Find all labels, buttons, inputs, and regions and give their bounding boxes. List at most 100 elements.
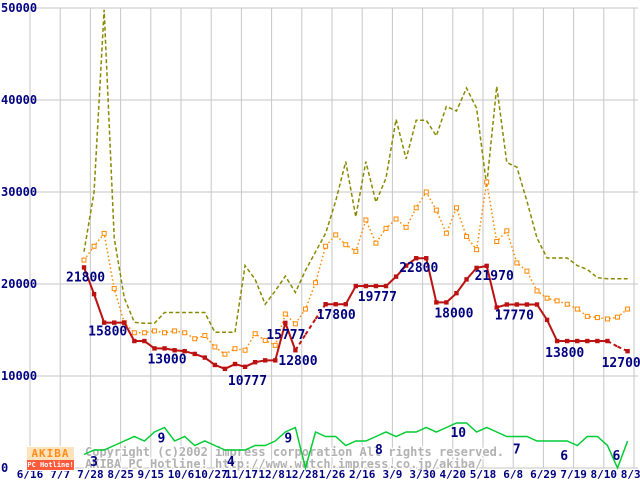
average-price-marker bbox=[393, 216, 399, 222]
lowest-price-segment bbox=[304, 318, 317, 336]
price-label: 19777 bbox=[358, 290, 397, 305]
lowest-price-segment bbox=[546, 319, 559, 342]
average-price-marker bbox=[141, 330, 147, 336]
lowest-price-marker bbox=[393, 274, 399, 279]
lowest-price-marker bbox=[293, 348, 298, 353]
y-tick-label: 40000 bbox=[1, 93, 37, 107]
average-price-marker bbox=[101, 230, 107, 236]
average-price-marker bbox=[252, 331, 258, 337]
average-price-marker bbox=[564, 301, 570, 307]
average-price-marker bbox=[282, 311, 288, 317]
lowest-price-marker bbox=[182, 348, 187, 354]
point-labels: 21800 15800 13000 10777 15777 12800 1780019777… bbox=[66, 261, 640, 470]
x-tick-label: 3/30 bbox=[409, 468, 436, 480]
lowest-price-marker bbox=[595, 338, 600, 344]
average-price-marker bbox=[403, 224, 409, 230]
shop-count-label: 9 bbox=[284, 432, 292, 447]
average-price-marker bbox=[91, 243, 97, 249]
average-price-marker bbox=[494, 238, 500, 244]
lowest-price-marker bbox=[101, 320, 107, 325]
shop-count-label: 8 bbox=[375, 443, 383, 458]
x-tick-label: 6/8 bbox=[503, 468, 523, 480]
price-label: 15800 bbox=[88, 325, 127, 340]
watermark-line-2: AKIBA PC Hotline! http://www.watch.impre… bbox=[85, 457, 482, 471]
lowest-price-marker bbox=[263, 358, 268, 363]
shop-count-label: 10 bbox=[450, 426, 466, 441]
average-price-marker bbox=[625, 306, 631, 312]
shop-count-label: 7 bbox=[513, 443, 521, 458]
lowest-price-marker bbox=[273, 358, 278, 363]
lowest-price-marker bbox=[544, 317, 550, 323]
lowest-price-marker bbox=[323, 302, 328, 307]
average-price-marker bbox=[373, 240, 379, 246]
akiba-pc-hotline-logo: AKIBA PC Hotline! bbox=[26, 446, 75, 471]
average-price-marker bbox=[353, 248, 359, 254]
lowest-price-marker bbox=[152, 346, 157, 351]
average-price-marker bbox=[474, 247, 480, 253]
lowest-price-segment bbox=[344, 285, 357, 305]
price-label: 17800 bbox=[317, 308, 356, 323]
y-tick-label: 0 bbox=[1, 461, 8, 475]
lowest-price-segment bbox=[455, 278, 468, 294]
x-tick-label: 8/25 bbox=[107, 468, 134, 480]
average-price-marker bbox=[464, 234, 470, 240]
lowest-price-marker bbox=[403, 263, 409, 268]
lowest-price-marker bbox=[424, 256, 429, 261]
lowest-price-marker bbox=[232, 361, 238, 367]
y-tick-label: 10000 bbox=[1, 369, 37, 383]
shop-count-line bbox=[83, 422, 629, 471]
average-price-marker bbox=[584, 313, 590, 319]
lowest-price-segment bbox=[536, 303, 548, 321]
average-price-marker bbox=[292, 321, 298, 327]
lowest-price-marker bbox=[474, 265, 479, 271]
price-label: 18000 bbox=[434, 306, 473, 321]
lowest-price-marker bbox=[414, 256, 419, 261]
lowest-price-marker bbox=[242, 364, 248, 369]
lowest-price-marker bbox=[484, 263, 489, 269]
average-price-marker bbox=[131, 330, 137, 336]
shop-count-label: 3 bbox=[90, 455, 98, 470]
x-tick-label: 9/15 bbox=[138, 468, 165, 480]
price-label: 12700 bbox=[602, 356, 640, 371]
lowest-price-marker bbox=[434, 300, 439, 305]
lowest-price-segment bbox=[83, 267, 96, 295]
lowest-price-marker bbox=[494, 305, 499, 310]
average-price-marker bbox=[534, 288, 540, 294]
lowest-price-marker bbox=[363, 283, 369, 289]
lowest-price-marker bbox=[202, 355, 208, 360]
watermark-line-1: Copyright (c)2002 impress corporation Al… bbox=[85, 445, 504, 459]
average-price-marker bbox=[212, 344, 218, 350]
price-label: 17770 bbox=[495, 309, 534, 324]
lowest-price-marker bbox=[162, 346, 167, 351]
average-price-marker bbox=[323, 243, 329, 249]
average-price-marker bbox=[615, 314, 621, 320]
price-label: 13800 bbox=[545, 346, 584, 361]
lowest-price-marker bbox=[575, 338, 580, 344]
average-price-marker bbox=[453, 205, 459, 211]
price-label: 21800 bbox=[66, 270, 105, 285]
average-price-marker bbox=[443, 230, 449, 236]
lowest-price-marker bbox=[504, 302, 510, 307]
average-price-marker bbox=[111, 286, 117, 292]
average-price-marker bbox=[151, 328, 157, 334]
lowest-price-marker bbox=[534, 302, 540, 307]
average-price-marker bbox=[383, 225, 389, 231]
x-tick-label: 6/29 bbox=[530, 468, 557, 480]
logo-subtitle: PC Hotline! bbox=[27, 460, 74, 470]
lowest-price-marker bbox=[343, 302, 348, 307]
average-price-marker bbox=[202, 333, 208, 339]
x-tick-label: 12/8 bbox=[258, 468, 285, 480]
y-tick-label: 20000 bbox=[1, 277, 37, 291]
lowest-price-marker bbox=[172, 348, 177, 353]
price-label: 22800 bbox=[399, 261, 438, 276]
x-tick-label: 7/28 bbox=[77, 468, 104, 480]
average-price-marker bbox=[232, 346, 238, 352]
average-price-marker bbox=[192, 336, 198, 342]
watermark: Copyright (c)2002 impress corporation Al… bbox=[84, 444, 506, 473]
lowest-price-marker bbox=[112, 320, 117, 325]
x-tick-label: 11/17 bbox=[225, 468, 258, 480]
lowest-price-marker bbox=[252, 360, 258, 365]
lowest-price-marker bbox=[122, 320, 127, 325]
average-price-marker bbox=[302, 306, 308, 312]
